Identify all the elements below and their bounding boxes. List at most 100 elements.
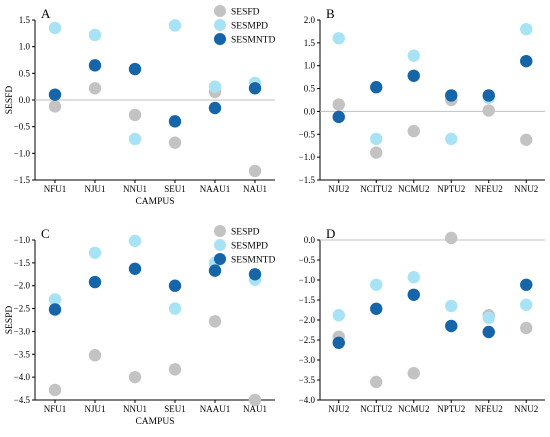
data-point-series-3: [370, 302, 383, 315]
data-point-series-1: [128, 370, 142, 384]
legend-marker: [214, 5, 226, 17]
data-point-series-3: [248, 82, 262, 95]
y-tick-label: −0.5: [14, 122, 31, 132]
data-point-series-2: [88, 28, 102, 42]
x-tick-label: NNU2: [514, 184, 538, 194]
y-tick-label: −1.5: [299, 175, 316, 185]
y-tick-label: −4.0: [299, 395, 316, 405]
x-axis-label: CAMPUS: [135, 197, 174, 207]
y-tick-label: −2.0: [14, 281, 31, 291]
data-point-series-3: [48, 303, 62, 316]
data-point-series-1: [445, 231, 458, 245]
data-point-series-2: [332, 309, 345, 322]
data-point-series-1: [248, 393, 262, 407]
data-point-series-2: [208, 80, 222, 93]
data-point-series-3: [332, 110, 345, 124]
y-tick-label: −1.0: [14, 148, 31, 158]
data-point-series-1: [407, 124, 420, 138]
legend-marker: [214, 239, 226, 251]
y-tick-label: 0.5: [19, 68, 31, 78]
data-point-series-1: [520, 321, 533, 335]
y-tick-label: −3.5: [299, 375, 316, 385]
data-point-series-1: [88, 349, 102, 362]
x-tick-label: NFEU2: [475, 184, 503, 194]
panel-label: C: [41, 226, 50, 241]
data-point-series-1: [48, 100, 62, 113]
data-point-series-3: [248, 268, 262, 281]
data-point-series-3: [168, 279, 182, 292]
y-tick-label: 1.5: [19, 15, 31, 25]
data-point-series-1: [248, 164, 262, 178]
legend-label: SESMNTD: [231, 36, 275, 46]
y-tick-label: −0.5: [299, 129, 316, 139]
x-tick-label: NCMU2: [398, 404, 430, 414]
data-point-series-1: [168, 363, 182, 376]
data-point-series-2: [88, 246, 102, 259]
y-tick-label: −3.0: [299, 355, 316, 365]
x-tick-label: NPTU2: [437, 404, 465, 414]
data-point-series-3: [482, 325, 495, 339]
data-point-series-3: [88, 275, 102, 289]
y-tick-label: −3.5: [14, 349, 31, 359]
legend-label: SESFD: [231, 8, 260, 18]
data-point-series-2: [445, 132, 458, 146]
data-point-series-1: [332, 98, 345, 111]
y-tick-label: −2.0: [299, 315, 316, 325]
y-tick-label: 1.5: [304, 38, 316, 48]
x-tick-label: NJU2: [328, 404, 349, 414]
x-tick-label: NAAU1: [200, 404, 231, 414]
data-point-series-2: [128, 132, 142, 146]
y-tick-label: 0.0: [19, 95, 31, 105]
panel-a: 1.5 1.0 0.5 0.0 −0.5 −1.0 −1.5 NFU1 NJU1 NNU1 SEU1…: [5, 5, 275, 207]
y-tick-label: 0.5: [304, 84, 316, 94]
data-point-series-3: [407, 288, 420, 301]
legend-label: SESMPD: [231, 242, 268, 252]
x-tick-label: SEU1: [164, 404, 186, 414]
y-tick-label: 1.0: [19, 42, 31, 52]
data-point-series-2: [407, 49, 420, 62]
data-point-series-1: [48, 383, 62, 397]
data-point-series-2: [370, 132, 383, 146]
y-tick-label: 0.0: [304, 235, 316, 245]
data-point-series-2: [445, 299, 458, 313]
data-point-series-1: [482, 104, 495, 117]
data-point-series-3: [168, 115, 182, 128]
data-point-series-3: [332, 336, 345, 349]
y-tick-label: −1.5: [299, 295, 316, 305]
data-point-series-1: [370, 146, 383, 159]
panel-label: A: [41, 6, 51, 21]
data-point-series-1: [407, 367, 420, 380]
panel-c: −1.0 −1.5 −2.0 −2.5 −3.0 −3.5 −4.0 −4.5 NFU1 NJU1…: [5, 225, 275, 427]
data-point-series-3: [520, 278, 533, 291]
y-tick-label: −1.0: [299, 275, 316, 285]
x-tick-label: NNU2: [514, 404, 538, 414]
panel-d: 0.0 −0.5 −1.0 −1.5 −2.0 −2.5 −3.0 −3.5 −4.0 NJU2 N…: [299, 226, 545, 414]
data-point-series-3: [370, 81, 383, 94]
data-point-series-2: [168, 302, 182, 315]
data-point-series-2: [332, 32, 345, 45]
x-tick-label: NNU1: [123, 404, 147, 414]
x-tick-label: NCMU2: [398, 184, 430, 194]
y-tick-label: 2.0: [304, 15, 316, 25]
x-tick-label: NFU1: [44, 404, 67, 414]
data-point-series-2: [128, 234, 142, 248]
data-point-series-1: [370, 375, 383, 389]
y-axis-label: SESPD: [5, 306, 15, 335]
legend-label: SESMNTD: [231, 256, 275, 266]
legend-label: SESMPD: [231, 22, 268, 32]
x-tick-label: NJU1: [84, 184, 105, 194]
data-point-series-3: [128, 262, 142, 275]
data-point-series-3: [445, 319, 458, 333]
data-point-series-3: [407, 69, 420, 82]
data-point-series-3: [445, 89, 458, 102]
legend-marker: [214, 225, 226, 237]
y-tick-label: −2.5: [14, 304, 31, 314]
y-tick-label: −3.0: [14, 326, 31, 336]
x-tick-label: NJU2: [328, 184, 349, 194]
x-tick-label: NFEU2: [475, 404, 503, 414]
x-tick-label: NPTU2: [437, 184, 465, 194]
x-tick-label: NJU1: [84, 404, 105, 414]
legend: SESPD SESMPD SESMNTD: [214, 225, 275, 266]
data-point-series-2: [370, 278, 383, 291]
